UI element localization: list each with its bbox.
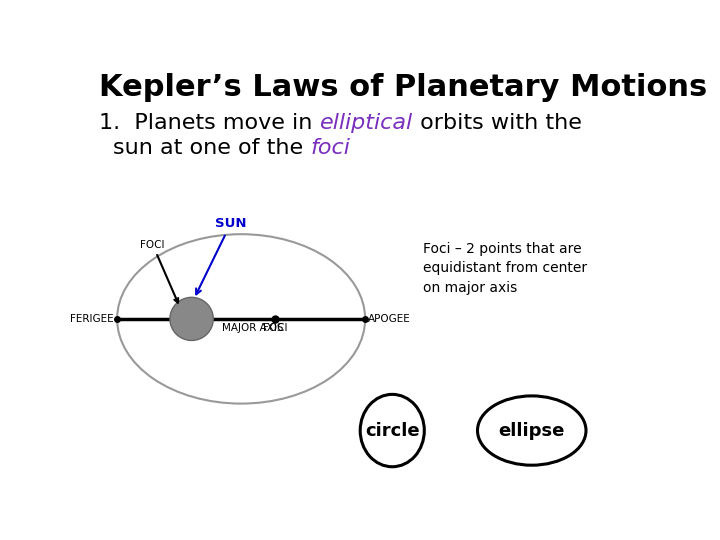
Text: elliptical: elliptical xyxy=(320,112,413,132)
Text: FERIGEE: FERIGEE xyxy=(71,314,114,324)
Text: FOCI: FOCI xyxy=(263,323,287,333)
Text: orbits with the: orbits with the xyxy=(413,112,582,132)
Text: 1.  Planets move in: 1. Planets move in xyxy=(99,112,320,132)
Text: foci: foci xyxy=(310,138,351,158)
Text: Foci – 2 points that are
equidistant from center
on major axis: Foci – 2 points that are equidistant fro… xyxy=(423,242,588,295)
Text: sun at one of the: sun at one of the xyxy=(113,138,310,158)
Ellipse shape xyxy=(170,298,213,340)
Text: FOCI: FOCI xyxy=(140,240,178,303)
Text: circle: circle xyxy=(365,422,420,440)
Text: MAJOR AXIS: MAJOR AXIS xyxy=(222,323,283,333)
Text: ellipse: ellipse xyxy=(498,422,565,440)
Text: Kepler’s Laws of Planetary Motions: Kepler’s Laws of Planetary Motions xyxy=(99,72,708,102)
Text: APOGEE: APOGEE xyxy=(368,314,411,324)
Text: SUN: SUN xyxy=(196,217,246,294)
